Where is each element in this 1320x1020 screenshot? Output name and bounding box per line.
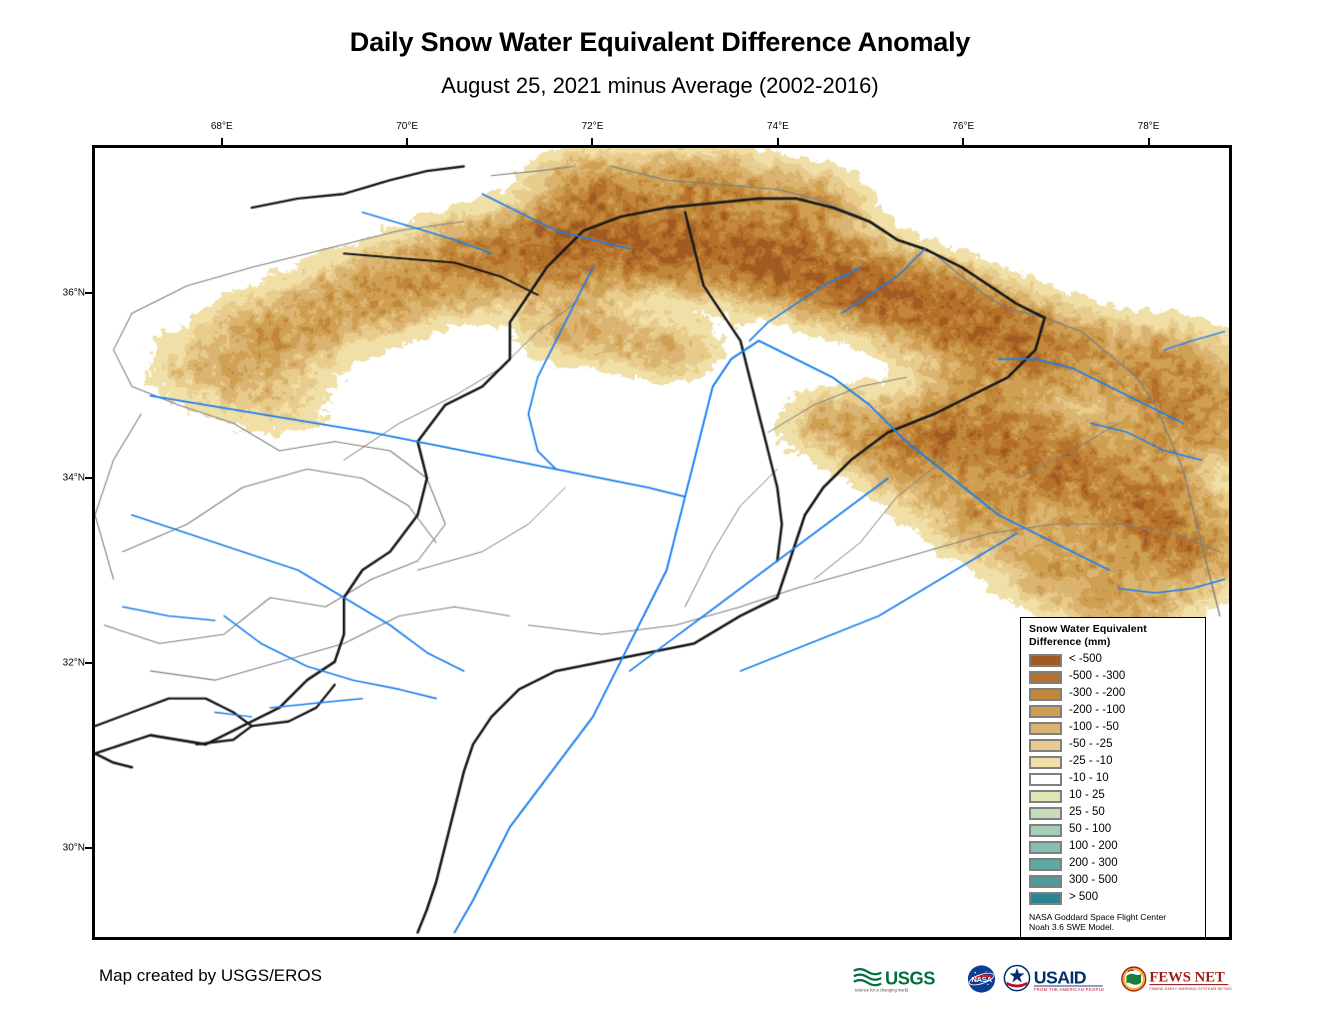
legend-row: -300 - -200 (1027, 686, 1199, 703)
lon-tick-label: 78°E (1137, 121, 1160, 132)
map-legend: Snow Water Equivalent Difference (mm) < … (1020, 617, 1206, 939)
lon-tick-mark (1147, 138, 1150, 145)
legend-label: -10 - 10 (1069, 772, 1109, 785)
legend-swatch (1029, 653, 1062, 667)
usgs-logo: USGS science for a changing world (853, 967, 936, 992)
legend-swatch (1029, 772, 1062, 786)
lon-tick-mark (776, 138, 779, 145)
legend-label: -50 - -25 (1069, 738, 1113, 751)
logo-bar: USGS science for a changing world NASA U… (852, 963, 1232, 995)
legend-swatch (1029, 806, 1062, 820)
lat-tick-mark (85, 661, 92, 664)
lon-tick-label: 70°E (396, 121, 419, 132)
legend-swatch (1029, 840, 1062, 854)
usaid-logo: USAID FROM THE AMERICAN PEOPLE (1003, 964, 1105, 992)
lon-tick-mark (406, 138, 409, 145)
legend-swatch (1029, 874, 1062, 888)
svg-text:USAID: USAID (1034, 968, 1087, 988)
lon-tick-label: 74°E (766, 121, 789, 132)
page-subtitle: August 25, 2021 minus Average (2002-2016… (441, 72, 879, 98)
lon-tick-mark (220, 138, 223, 145)
legend-label: -25 - -10 (1069, 755, 1113, 768)
legend-label: > 500 (1069, 891, 1099, 904)
svg-text:USGS: USGS (885, 967, 935, 988)
legend-source-line1: NASA Goddard Space Flight Center (1029, 911, 1167, 922)
legend-swatch (1029, 823, 1062, 837)
fewsnet-logo: FEWS NET FAMINE EARLY WARNING SYSTEMS NE… (1121, 966, 1232, 992)
legend-row: 25 - 50 (1027, 805, 1199, 822)
legend-row: -25 - -10 (1027, 754, 1199, 771)
lon-tick-label: 76°E (952, 121, 975, 132)
legend-title-line1: Snow Water Equivalent (1029, 623, 1147, 635)
legend-source-line2: Noah 3.6 SWE Model. (1029, 922, 1115, 933)
lat-tick-label: 32°N (62, 657, 85, 669)
legend-row: -100 - -50 (1027, 720, 1199, 737)
legend-source: NASA Goddard Space Flight Center Noah 3.… (1029, 912, 1199, 933)
lat-tick-mark (85, 846, 92, 849)
title-block: Daily Snow Water Equivalent Difference A… (0, 0, 1320, 98)
legend-row: -200 - -100 (1027, 703, 1199, 720)
legend-swatch (1029, 670, 1062, 684)
page-title: Daily Snow Water Equivalent Difference A… (349, 27, 971, 57)
lat-tick-mark (85, 291, 92, 294)
legend-label: 300 - 500 (1069, 874, 1118, 887)
legend-swatch (1029, 738, 1062, 752)
legend-row: -50 - -25 (1027, 737, 1199, 754)
legend-label: 25 - 50 (1069, 806, 1105, 819)
legend-label: -200 - -100 (1069, 704, 1126, 717)
legend-label: < -500 (1069, 653, 1102, 666)
lat-tick-label: 34°N (62, 472, 85, 484)
lat-tick-label: 30°N (62, 842, 85, 854)
lon-tick-mark (962, 138, 965, 145)
lon-tick-mark (591, 138, 594, 145)
svg-text:science for a changing world: science for a changing world (855, 987, 909, 992)
legend-row: 100 - 200 (1027, 839, 1199, 856)
lon-tick-label: 68°E (210, 121, 233, 132)
legend-label: 200 - 300 (1069, 857, 1118, 870)
legend-row: -500 - -300 (1027, 669, 1199, 686)
legend-title: Snow Water Equivalent Difference (mm) (1029, 623, 1199, 649)
legend-row: < -500 (1027, 652, 1199, 669)
legend-items: < -500 -500 - -300 -300 - -200 -200 - -100 -… (1027, 652, 1199, 907)
legend-row: -10 - 10 (1027, 771, 1199, 788)
legend-row: 200 - 300 (1027, 856, 1199, 873)
legend-swatch (1029, 789, 1062, 803)
legend-label: -100 - -50 (1069, 721, 1119, 734)
legend-swatch (1029, 687, 1062, 701)
legend-label: 100 - 200 (1069, 840, 1118, 853)
map-frame[interactable] (92, 145, 1232, 940)
legend-row: 300 - 500 (1027, 873, 1199, 890)
legend-swatch (1029, 755, 1062, 769)
legend-label: 10 - 25 (1069, 789, 1105, 802)
legend-row: 50 - 100 (1027, 822, 1199, 839)
lon-tick-label: 72°E (581, 121, 604, 132)
nasa-logo: NASA (967, 965, 996, 993)
legend-row: 10 - 25 (1027, 788, 1199, 805)
svg-text:NASA: NASA (971, 975, 992, 984)
legend-swatch (1029, 721, 1062, 735)
legend-label: -500 - -300 (1069, 670, 1126, 683)
legend-label: 50 - 100 (1069, 823, 1112, 836)
lat-tick-label: 36°N (62, 287, 85, 299)
legend-title-line2: Difference (mm) (1029, 635, 1111, 648)
footer-credit: Map created by USGS/EROS (99, 966, 322, 985)
svg-text:FEWS NET: FEWS NET (1149, 970, 1225, 986)
legend-label: -300 - -200 (1069, 687, 1126, 700)
legend-row: > 500 (1027, 890, 1199, 907)
svg-text:FAMINE EARLY WARNING SYSTEMS N: FAMINE EARLY WARNING SYSTEMS NETWORK (1149, 987, 1232, 991)
svg-text:FROM THE AMERICAN PEOPLE: FROM THE AMERICAN PEOPLE (1034, 987, 1105, 992)
legend-swatch (1029, 704, 1062, 718)
legend-swatch (1029, 857, 1062, 871)
lat-tick-mark (85, 476, 92, 479)
legend-swatch (1029, 891, 1062, 905)
